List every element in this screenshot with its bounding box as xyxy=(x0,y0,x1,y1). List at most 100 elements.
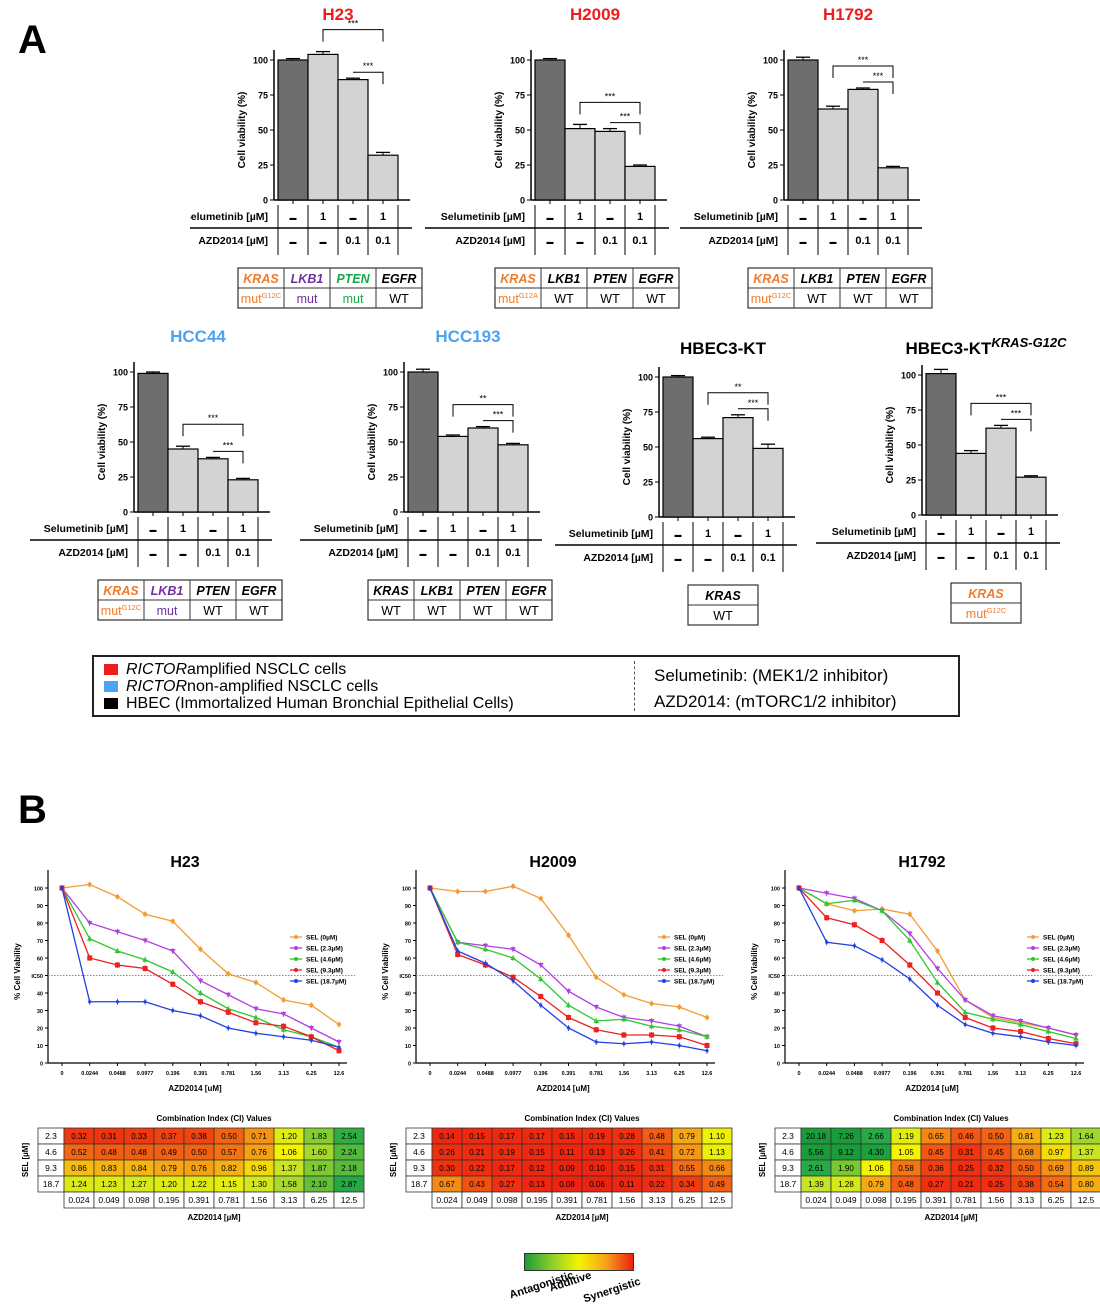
y-tick-label: 80 xyxy=(774,922,780,928)
y-axis-label: % Cell Viability xyxy=(13,943,22,1000)
x-axis-label: AZD2014 [uM] xyxy=(905,1084,959,1093)
data-point xyxy=(935,948,940,954)
legend-item-rictor-non-amplified: RICTOR non-amplified NSCLC cells xyxy=(104,678,514,695)
ci-row-header: 18.7 xyxy=(411,1179,428,1189)
y-tick-label: 0 xyxy=(648,513,653,523)
data-point xyxy=(143,1000,147,1004)
selumetinib-dose: ▬ xyxy=(735,532,742,539)
selumetinib-row-label: Selumetinib [µM] xyxy=(569,528,653,540)
gene-name: PTEN xyxy=(846,272,880,286)
ci-value: 9.12 xyxy=(838,1148,854,1157)
data-point xyxy=(142,912,148,917)
ci-value: 0.31 xyxy=(101,1132,117,1141)
selumetinib-row-label: Selumetinib [µM] xyxy=(441,211,525,223)
azd2014-dose: ▬ xyxy=(705,556,712,563)
significance-label: *** xyxy=(620,112,631,122)
selumetinib-dose: ▬ xyxy=(420,527,427,534)
ci-value: 0.50 xyxy=(1018,1164,1034,1173)
y-tick-label: 30 xyxy=(37,1009,43,1015)
drug-selumetinib: Selumetinib: (MEK1/2 inhibitor) xyxy=(654,666,889,685)
ci-value: 0.71 xyxy=(251,1132,267,1141)
x-tick-label: 0.781 xyxy=(958,1071,972,1077)
azd2014-dose: ▬ xyxy=(800,239,807,246)
significance-label: *** xyxy=(363,61,374,71)
ci-value: 1.06 xyxy=(868,1164,884,1173)
x-tick-label: 0.196 xyxy=(903,1071,917,1077)
y-tick-label: 90 xyxy=(405,904,411,910)
ci-row-header: 18.7 xyxy=(780,1179,797,1189)
ci-value: 0.76 xyxy=(191,1164,207,1173)
gene-status: WT xyxy=(600,292,620,306)
ci-value: 0.50 xyxy=(191,1148,207,1157)
drug-azd2014: AZD2014: (mTORC1/2 inhibitor) xyxy=(654,692,897,711)
ci-value: 0.21 xyxy=(958,1180,974,1189)
data-point xyxy=(482,946,489,952)
ci-value: 0.52 xyxy=(71,1148,87,1157)
chart-title: H23 xyxy=(322,5,353,24)
data-point xyxy=(907,937,913,943)
drug-legend: Selumetinib: (MEK1/2 inhibitor) AZD2014:… xyxy=(654,663,897,715)
significance-label: ** xyxy=(734,382,742,392)
y-tick-label: 10 xyxy=(37,1044,43,1050)
data-point xyxy=(86,921,93,926)
data-point xyxy=(170,969,176,974)
y-tick-label: 100 xyxy=(771,887,780,893)
data-point xyxy=(907,912,912,917)
data-point xyxy=(197,978,204,984)
data-point xyxy=(482,943,489,949)
ci-value: 0.50 xyxy=(221,1132,237,1141)
ci-col-header: 0.195 xyxy=(526,1195,548,1205)
selumetinib-dose: ▬ xyxy=(290,215,297,222)
gene-status: mutG12A xyxy=(498,291,538,306)
selumetinib-dose: 1 xyxy=(577,211,583,223)
data-point xyxy=(308,1034,314,1040)
data-point xyxy=(990,1013,996,1019)
ci-col-header: 1.56 xyxy=(988,1195,1005,1205)
selumetinib-dose: 1 xyxy=(765,528,771,540)
legend-label: SEL (9.3µM) xyxy=(1043,968,1080,975)
gene-status: WT xyxy=(554,292,574,306)
gene-name: LKB1 xyxy=(291,272,324,286)
y-tick-label: 100 xyxy=(901,371,916,381)
ci-col-header: 0.391 xyxy=(188,1195,210,1205)
azd2014-dose: ▬ xyxy=(968,554,975,561)
data-point xyxy=(1074,1043,1078,1048)
data-point xyxy=(565,1002,572,1008)
significance-bracket xyxy=(832,65,894,78)
ci-value: 0.80 xyxy=(1078,1180,1094,1189)
data-point xyxy=(510,974,516,980)
chart-title: H23 xyxy=(170,854,199,871)
legend-label: SEL (9.3µM) xyxy=(674,968,711,975)
data-point xyxy=(253,1020,259,1026)
x-tick-label: 3.13 xyxy=(1015,1071,1026,1077)
y-tick-label: 70 xyxy=(405,939,411,945)
chart-title: H1792 xyxy=(898,854,945,871)
legend-marker xyxy=(294,968,298,972)
chart-title: H1792 xyxy=(823,5,873,24)
y-axis-label: Cell viability (%) xyxy=(494,92,505,169)
gene-status: mutG12C xyxy=(101,603,142,618)
ci-col-header: 6.25 xyxy=(1048,1195,1065,1205)
legend-item-hbec: HBEC (Immortalized Human Bronchial Epith… xyxy=(104,695,514,712)
x-tick-label: 0.0977 xyxy=(505,1071,522,1077)
data-point xyxy=(510,884,516,889)
ci-value: 0.48 xyxy=(649,1132,665,1141)
ci-col-header: 0.049 xyxy=(835,1195,857,1205)
data-point xyxy=(226,971,231,976)
data-point xyxy=(704,1015,710,1020)
ci-value: 2.18 xyxy=(341,1164,357,1173)
data-point xyxy=(963,1022,967,1027)
y-tick-label: 0 xyxy=(40,1062,43,1068)
ci-value: 0.81 xyxy=(1018,1132,1034,1141)
ci-col-header: 0.098 xyxy=(865,1195,887,1205)
chart-title: HCC193 xyxy=(435,327,500,346)
ci-value: 0.79 xyxy=(679,1132,695,1141)
ci-value: 0.15 xyxy=(559,1132,575,1141)
ci-value: 0.66 xyxy=(709,1164,725,1173)
gene-status: WT xyxy=(853,292,873,306)
data-point xyxy=(455,952,461,957)
y-tick-label: 100 xyxy=(763,56,778,66)
chart-title: HCC44 xyxy=(170,327,226,346)
ci-value: 1.58 xyxy=(281,1180,297,1189)
selumetinib-dose: 1 xyxy=(637,211,643,223)
